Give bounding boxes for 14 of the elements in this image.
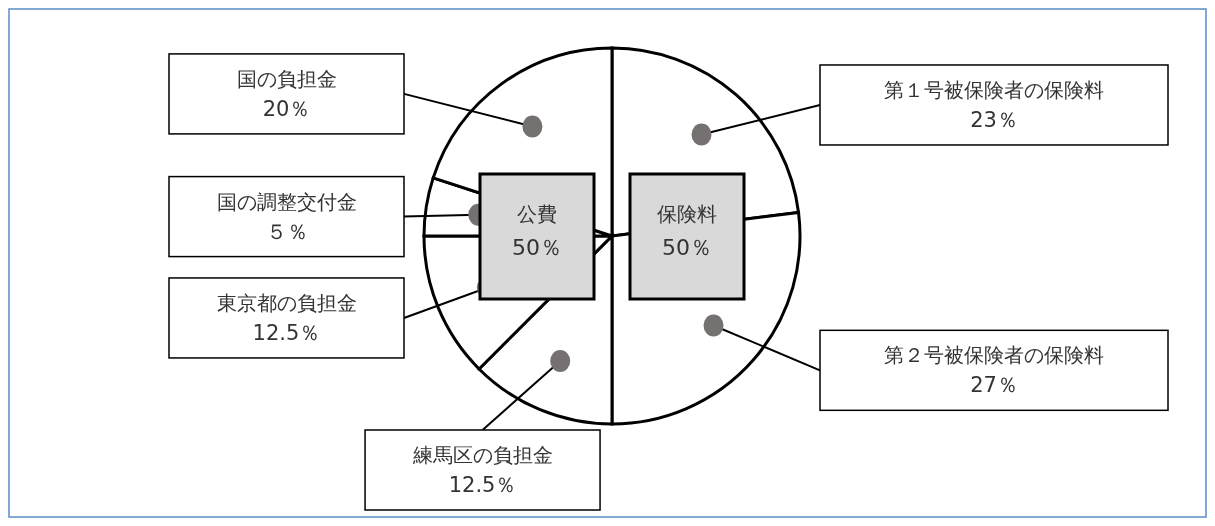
slice-label: 国の負担金 [236,66,337,91]
text: 保険料 50％ [657,202,717,260]
slice-label: 練馬区の負担金 [411,443,553,467]
slice-label: 第２号被保険者の保険料 [884,343,1104,368]
data-label: ５％ [265,219,308,244]
slice-label: 国の調整交付金 [216,189,357,214]
data-label: 20％ [262,96,311,121]
data-label: 27％ [970,373,1018,398]
slice-label: 第１号被保険者の保険料 [884,77,1104,102]
data-label: 12.5％ [448,473,517,497]
legend-label: 東京都の負担金 [216,290,357,315]
text: 公費 50％ [512,202,562,260]
data-label: 12.5％ [252,320,321,345]
data-label: 23％ [970,107,1018,132]
